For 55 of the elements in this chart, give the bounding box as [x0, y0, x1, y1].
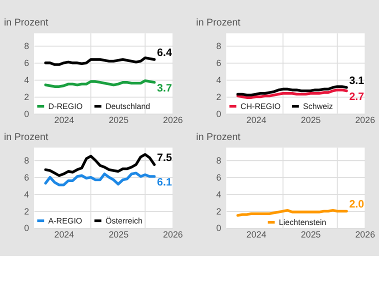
- legend-label: Schweiz: [303, 102, 333, 112]
- chart-title: in Prozent: [4, 18, 48, 29]
- y-tick-label: 6: [24, 58, 30, 68]
- annotation: 2.7: [349, 90, 364, 103]
- legend-label: Österreich: [105, 216, 143, 226]
- y-tick-label: 8: [24, 155, 30, 166]
- y-tick-label: 0: [24, 223, 30, 234]
- annotation: 3.7: [157, 82, 172, 94]
- x-tick-label: 2026: [163, 230, 183, 240]
- y-tick-label: 0: [216, 108, 222, 119]
- y-tick-label: 8: [24, 41, 30, 52]
- x-tick-label: 2024: [246, 230, 266, 240]
- y-tick-label: 0: [216, 223, 222, 234]
- y-tick-label: 2: [24, 92, 30, 102]
- line-series: [236, 88, 348, 99]
- annotation: 2.0: [349, 198, 364, 211]
- chart-title: in Prozent: [4, 132, 48, 144]
- chart-title: in Prozent: [196, 132, 241, 144]
- x-tick-label: 2026: [163, 115, 183, 126]
- annotation: 6.4: [157, 46, 172, 59]
- y-tick-label: 4: [24, 189, 30, 200]
- line-series: [44, 153, 156, 177]
- y-tick-label: 2: [216, 206, 222, 216]
- line-series: [44, 172, 156, 186]
- y-tick-label: 2: [24, 206, 30, 216]
- y-tick-label: 2: [216, 92, 222, 102]
- legend-label: Deutschland: [105, 102, 150, 112]
- y-tick-label: 6: [216, 58, 222, 68]
- y-tick-label: 6: [24, 172, 30, 182]
- chart-title: in Prozent: [196, 18, 241, 29]
- line-series: [44, 56, 156, 66]
- y-tick-label: 4: [216, 74, 222, 85]
- y-tick-label: 8: [216, 155, 222, 166]
- x-tick-label: 2026: [355, 230, 376, 240]
- x-tick-label: 2025: [300, 115, 321, 126]
- x-tick-label: 2026: [355, 115, 376, 126]
- annotation: 6.1: [157, 176, 172, 188]
- x-tick-label: 2024: [54, 230, 74, 240]
- annotation: 3.1: [349, 74, 364, 87]
- legend-label: Liechtenstein: [278, 218, 326, 227]
- y-tick-label: 4: [24, 74, 30, 85]
- x-tick-label: 2024: [54, 115, 74, 126]
- y-tick-label: 6: [216, 172, 222, 182]
- x-tick-label: 2025: [108, 230, 129, 240]
- x-tick-label: 2025: [300, 230, 321, 240]
- line-series: [236, 85, 348, 96]
- legend-label: D-REGIO: [48, 102, 83, 112]
- annotation: 7.5: [157, 152, 172, 164]
- legend-label: CH-REGIO: [240, 102, 281, 112]
- x-tick-label: 2024: [246, 115, 266, 126]
- y-tick-label: 8: [216, 41, 222, 52]
- y-tick-label: 0: [24, 108, 30, 119]
- y-tick-label: 4: [216, 189, 222, 200]
- x-tick-label: 2025: [108, 115, 129, 126]
- legend-label: A-REGIO: [48, 216, 82, 226]
